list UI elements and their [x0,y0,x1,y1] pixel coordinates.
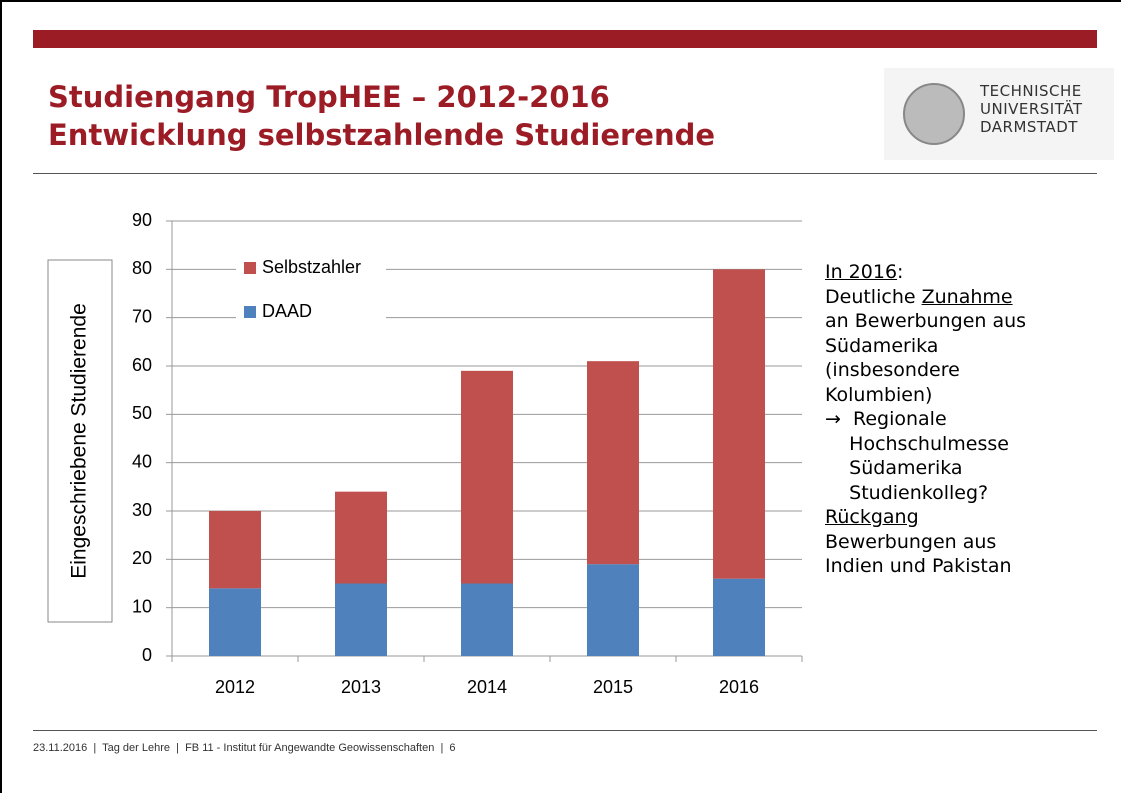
note-text: Studienkolleg? [825,481,989,504]
y-tick-label: 20 [132,548,152,568]
title-line: Studiengang TropHEE – 2012-2016 [48,80,610,114]
note-line: Rückgang [825,505,1026,530]
bar [335,583,387,656]
bar [209,511,261,589]
logo-text: TECHNISCHE UNIVERSITÄT DARMSTADT [980,82,1083,136]
slide-title: Studiengang TropHEE – 2012-2016 Entwickl… [48,78,715,154]
logo-line: DARMSTADT [980,118,1078,136]
footer: 23.11.2016 | Tag der Lehre | FB 11 - Ins… [33,742,456,754]
note-text: an Bewerbungen aus [825,310,1027,332]
note-line: an Bewerbungen aus [825,309,1026,334]
y-tick-label: 80 [132,258,152,278]
note-text: Südamerika [825,457,963,479]
title-line: Entwicklung selbstzahlende Studierende [48,118,716,152]
y-tick-label: 30 [132,500,152,520]
bar [209,588,261,656]
x-tick-label: 2014 [467,677,507,697]
note-text: Bewerbungen aus [825,530,997,553]
logo-emblem [903,83,965,145]
legend-label: Selbstzahler [262,257,361,277]
header-bar [33,30,1097,48]
note-text: In 2016 [825,261,898,283]
note-text: → Regionale [825,408,947,430]
note-text: Deutliche [825,285,922,308]
y-tick-label: 60 [132,355,152,375]
y-tick-label: 40 [132,451,152,471]
note-line: → Regionale [825,407,1026,432]
note-line: Hochschulmesse [825,432,1026,457]
logo-line: UNIVERSITÄT [980,100,1083,118]
header-rule [33,173,1097,174]
ylabel-box [47,259,113,623]
legend-label: DAAD [262,301,312,321]
notes: In 2016: Deutliche Zunahme an Bewerbungen … [825,260,1026,579]
y-tick-label: 50 [132,403,152,423]
note-text: Südamerika [825,334,939,357]
x-tick-label: 2012 [215,677,255,697]
legend-bg [236,298,386,326]
bar [587,564,639,656]
y-tick-label: 90 [132,210,152,230]
y-tick-label: 70 [132,306,152,326]
note-line: (insbesondere [825,358,1026,383]
chart: Eingeschriebene Studierende 0 10 20 30 40 50 6… [47,210,803,697]
note-line: Deutliche Zunahme [825,285,1026,310]
note-text: Kolumbien) [825,383,933,406]
bar [461,583,513,656]
note-text: Hochschulmesse [825,432,1009,455]
note-line: Südamerika [825,334,1026,359]
note-text: Zunahme [921,285,1013,308]
logo: TECHNISCHE UNIVERSITÄT DARMSTADT [884,68,1114,160]
note-line: In 2016: [825,260,1026,285]
y-tick-label: 10 [132,596,152,616]
note-text: Rückgang [825,506,919,528]
footer-rule [33,730,1097,731]
bar [713,269,765,579]
note-text: Indien und Pakistan [825,555,1012,577]
note-line: Bewerbungen aus [825,530,1026,555]
bar [461,370,513,584]
y-axis-label: Eingeschriebene Studierende [68,303,91,579]
note-line: Kolumbien) [825,383,1026,408]
x-tick-label: 2016 [719,677,759,697]
y-tick-label: 0 [142,645,152,665]
bar [335,491,387,584]
note-line: Studienkolleg? [825,481,1026,506]
note-line: Südamerika [825,456,1026,481]
legend-swatch [244,262,256,274]
note-text: : [897,261,904,283]
logo-line: TECHNISCHE [980,82,1082,100]
bar [587,361,639,565]
legend-bg [236,254,386,282]
x-tick-label: 2013 [341,677,381,697]
legend-swatch [244,306,256,318]
note-text: (insbesondere [825,359,960,381]
bar [713,578,765,656]
x-tick-label: 2015 [593,677,633,697]
note-line: Indien und Pakistan [825,554,1026,579]
